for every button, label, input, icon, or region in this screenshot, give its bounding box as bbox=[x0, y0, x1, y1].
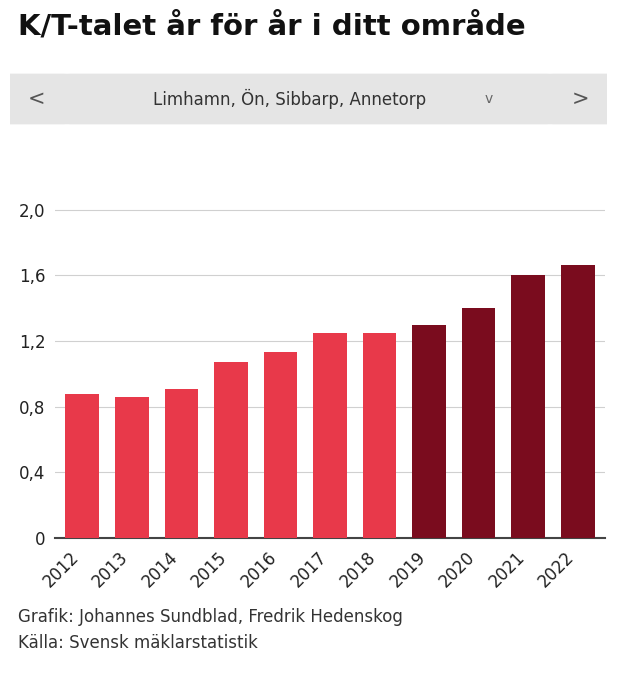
Bar bbox=[511, 275, 545, 538]
Bar bbox=[412, 325, 446, 538]
Bar bbox=[313, 332, 347, 538]
Text: >: > bbox=[572, 89, 590, 109]
Text: <: < bbox=[27, 89, 45, 109]
Text: Limhamn, Ön, Sibbarp, Annetorp: Limhamn, Ön, Sibbarp, Annetorp bbox=[153, 89, 426, 109]
FancyBboxPatch shape bbox=[66, 74, 551, 125]
Text: K/T-talet år för år i ditt område: K/T-talet år för år i ditt område bbox=[18, 12, 526, 41]
Text: Grafik: Johannes Sundblad, Fredrik Hedenskog: Grafik: Johannes Sundblad, Fredrik Heden… bbox=[18, 608, 403, 626]
FancyBboxPatch shape bbox=[549, 74, 613, 125]
Bar bbox=[462, 308, 495, 538]
Bar bbox=[561, 265, 595, 538]
Bar bbox=[115, 397, 149, 538]
Bar bbox=[214, 363, 248, 538]
Bar bbox=[65, 393, 99, 538]
Bar bbox=[263, 353, 297, 538]
Bar bbox=[363, 332, 396, 538]
Bar bbox=[165, 389, 198, 538]
Text: Källa: Svensk mäklarstatistik: Källa: Svensk mäklarstatistik bbox=[18, 634, 258, 652]
Text: v: v bbox=[484, 92, 492, 106]
FancyBboxPatch shape bbox=[4, 74, 68, 125]
